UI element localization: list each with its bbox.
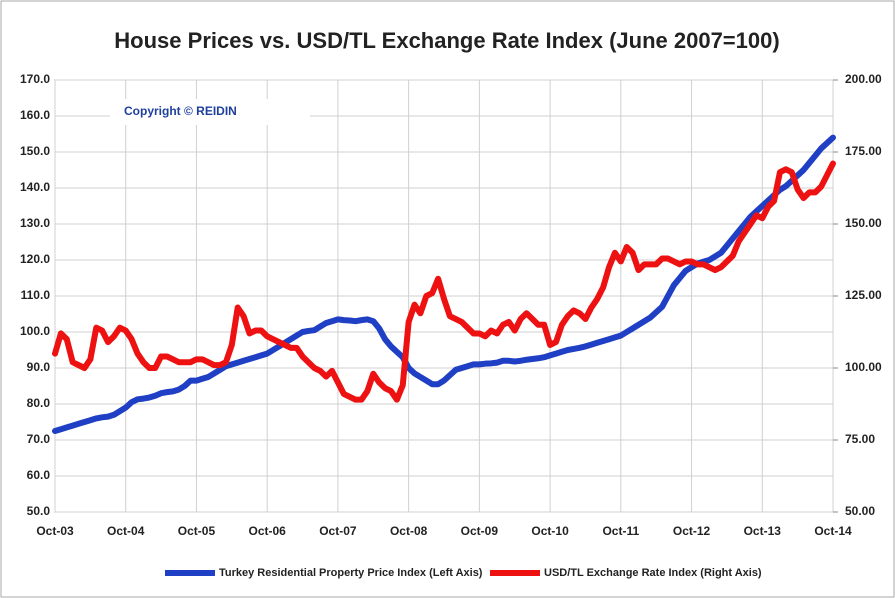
x-tick-label: Oct-09 [461, 524, 499, 538]
x-tick-label: Oct-08 [390, 524, 428, 538]
y-tick-label: 110.0 [21, 288, 51, 302]
x-tick-label: Oct-07 [319, 524, 357, 538]
x-tick-label: Oct-05 [178, 524, 216, 538]
annotation: Copyright © REIDIN [124, 104, 237, 118]
series-line [52, 160, 836, 403]
x-tick-label: Oct-13 [744, 524, 782, 538]
x-tick-label: Oct-06 [249, 524, 287, 538]
chart-title: House Prices vs. USD/TL Exchange Rate In… [114, 28, 779, 53]
y-tick-label: 170.0 [20, 72, 50, 86]
annotation-box [110, 99, 310, 125]
y-tick-label: 60.0 [27, 468, 51, 482]
legend-label: USD/TL Exchange Rate Index (Right Axis) [544, 567, 762, 579]
y-tick-label: 50.0 [27, 504, 51, 518]
y2-tick-label: 175.00 [845, 144, 882, 158]
y-tick-label: 120.0 [20, 252, 50, 266]
y-tick-label: 130.0 [20, 216, 50, 230]
y-tick-label: 70.0 [27, 432, 51, 446]
y-tick-label: 100.0 [20, 324, 50, 338]
y2-tick-label: 150.00 [845, 216, 882, 230]
y2-tick-label: 50.00 [845, 504, 875, 518]
y-tick-label: 150.0 [20, 144, 50, 158]
y-tick-label: 80.0 [27, 396, 51, 410]
y2-tick-label: 200.00 [845, 72, 882, 86]
y-tick-label: 140.0 [20, 180, 50, 194]
x-tick-label: Oct-03 [36, 524, 74, 538]
x-tick-label: Oct-12 [673, 524, 711, 538]
x-tick-label: Oct-11 [602, 524, 639, 538]
grid [54, 79, 834, 513]
y-tick-label: 90.0 [27, 360, 51, 374]
y2-tick-label: 125.00 [845, 288, 882, 302]
x-tick-label: Oct-04 [107, 524, 145, 538]
legend-label: Turkey Residential Property Price Index … [219, 567, 483, 579]
y-tick-label: 160.0 [20, 108, 50, 122]
y2-tick-label: 100.00 [845, 360, 882, 374]
y2-tick-label: 75.00 [845, 432, 875, 446]
x-tick-label: Oct-10 [531, 524, 569, 538]
x-tick-label: Oct-14 [814, 524, 852, 538]
